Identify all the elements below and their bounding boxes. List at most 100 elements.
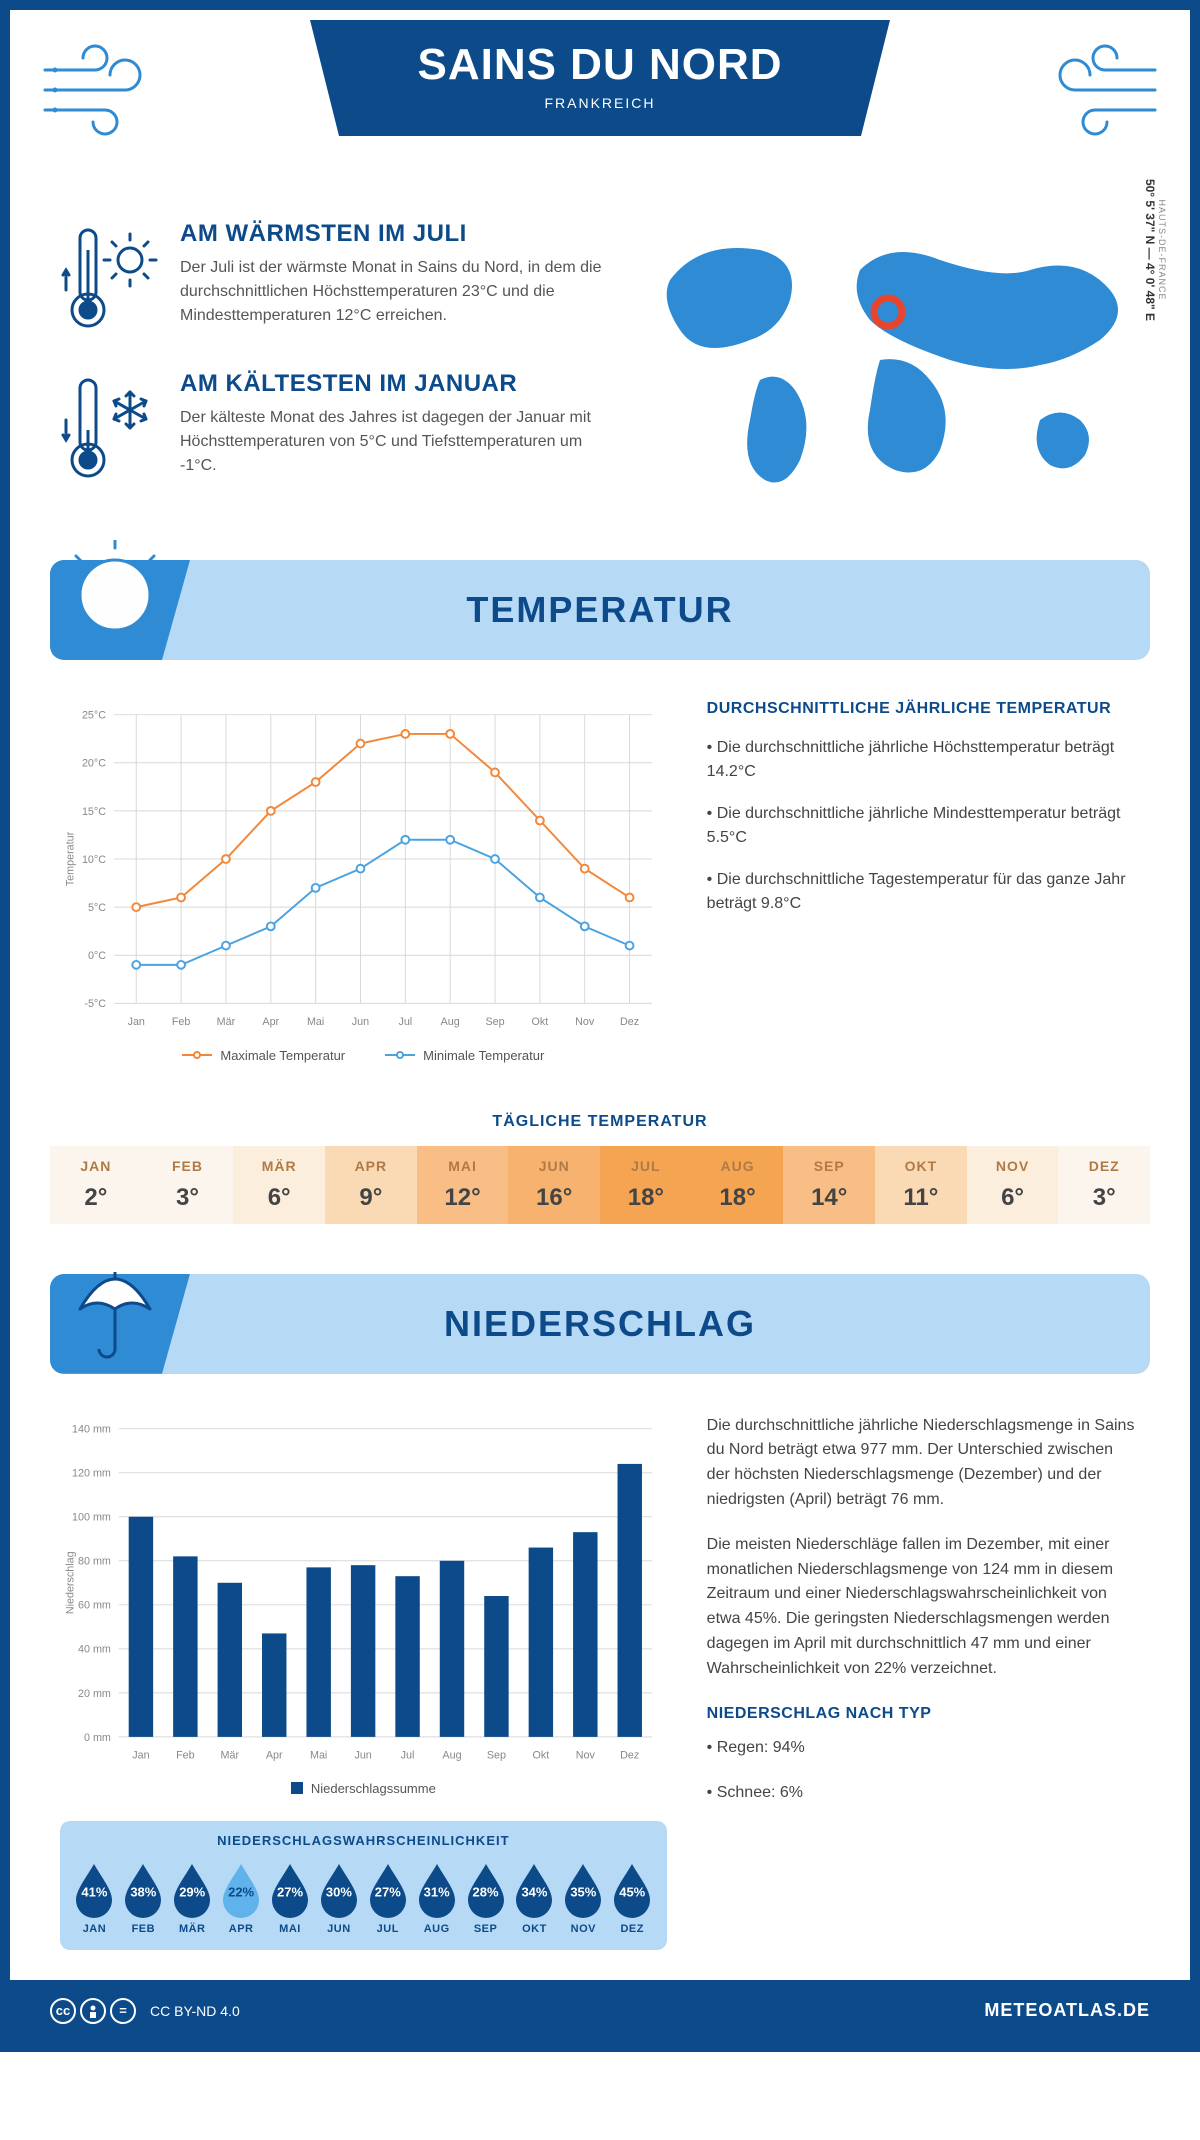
wind-icon-right bbox=[1020, 40, 1160, 140]
svg-text:40 mm: 40 mm bbox=[78, 1643, 111, 1655]
warmest-fact: AM WÄRMSTEN IM JULI Der Juli ist der wär… bbox=[60, 220, 610, 340]
svg-text:Feb: Feb bbox=[176, 1749, 195, 1761]
svg-text:Sep: Sep bbox=[485, 1016, 504, 1028]
coldest-title: AM KÄLTESTEN IM JANUAR bbox=[180, 370, 610, 398]
daily-cell: APR9° bbox=[325, 1146, 417, 1224]
daily-temp-title: TÄGLICHE TEMPERATUR bbox=[10, 1113, 1190, 1131]
sun-icon bbox=[60, 540, 170, 650]
daily-cell: NOV6° bbox=[967, 1146, 1059, 1224]
summary-point-1: • Die durchschnittliche jährliche Mindes… bbox=[707, 802, 1140, 850]
svg-text:Jan: Jan bbox=[128, 1016, 145, 1028]
coordinates: HAUTS-DE-FRANCE 50° 5' 37" N — 4° 0' 48"… bbox=[1143, 130, 1167, 370]
svg-text:120 mm: 120 mm bbox=[72, 1467, 111, 1479]
daily-cell: JUN16° bbox=[508, 1146, 600, 1224]
svg-text:10°C: 10°C bbox=[82, 854, 106, 866]
probability-drop: 22%APR bbox=[217, 1860, 266, 1935]
precipitation-text: Die durchschnittliche jährliche Niedersc… bbox=[707, 1414, 1140, 1950]
precipitation-body: 0 mm20 mm40 mm60 mm80 mm100 mm120 mm140 … bbox=[10, 1374, 1190, 1980]
svg-text:Dez: Dez bbox=[620, 1016, 639, 1028]
svg-text:Mai: Mai bbox=[307, 1016, 324, 1028]
footer: cc = CC BY-ND 4.0 METEOATLAS.DE bbox=[10, 1980, 1190, 2042]
cc-icon: cc bbox=[50, 1998, 76, 2024]
svg-text:Mär: Mär bbox=[221, 1749, 240, 1761]
coords-value: 50° 5' 37" N — 4° 0' 48" E bbox=[1143, 179, 1157, 321]
svg-text:Okt: Okt bbox=[531, 1016, 548, 1028]
summary-title: DURCHSCHNITTLICHE JÄHRLICHE TEMPERATUR bbox=[707, 700, 1140, 718]
svg-text:140 mm: 140 mm bbox=[72, 1423, 111, 1435]
precipitation-chart: 0 mm20 mm40 mm60 mm80 mm100 mm120 mm140 … bbox=[60, 1414, 667, 1766]
probability-drop: 38%FEB bbox=[119, 1860, 168, 1935]
warmest-title: AM WÄRMSTEN IM JULI bbox=[180, 220, 610, 248]
temperature-title: TEMPERATUR bbox=[466, 589, 733, 631]
svg-text:5°C: 5°C bbox=[88, 902, 106, 914]
precip-type-1: • Schnee: 6% bbox=[707, 1781, 1140, 1806]
svg-text:15°C: 15°C bbox=[82, 806, 106, 818]
svg-text:Mär: Mär bbox=[217, 1016, 236, 1028]
svg-text:60 mm: 60 mm bbox=[78, 1599, 111, 1611]
temperature-summary: DURCHSCHNITTLICHE JÄHRLICHE TEMPERATUR •… bbox=[707, 700, 1140, 1063]
region-label: HAUTS-DE-FRANCE bbox=[1157, 130, 1167, 370]
daily-cell: JUL18° bbox=[600, 1146, 692, 1224]
svg-text:Niederschlag: Niederschlag bbox=[65, 1551, 77, 1614]
infographic-container: SAINS DU NORD FRANKREICH AM WÄRMSTEN IM … bbox=[0, 0, 1200, 2052]
daily-cell: DEZ3° bbox=[1058, 1146, 1150, 1224]
svg-text:100 mm: 100 mm bbox=[72, 1511, 111, 1523]
summary-point-2: • Die durchschnittliche Tagestemperatur … bbox=[707, 868, 1140, 916]
thermometer-sun-icon bbox=[60, 220, 160, 340]
page-title: SAINS DU NORD bbox=[320, 40, 880, 90]
svg-text:Mai: Mai bbox=[310, 1749, 327, 1761]
world-map-icon bbox=[640, 220, 1140, 500]
warmest-text: Der Juli ist der wärmste Monat in Sains … bbox=[180, 256, 610, 328]
intro-section: AM WÄRMSTEN IM JULI Der Juli ist der wär… bbox=[10, 190, 1190, 560]
nd-icon: = bbox=[110, 1998, 136, 2024]
precipitation-title: NIEDERSCHLAG bbox=[444, 1303, 756, 1345]
svg-text:Aug: Aug bbox=[442, 1749, 461, 1761]
daily-temp-row: JAN2°FEB3°MÄR6°APR9°MAI12°JUN16°JUL18°AU… bbox=[50, 1146, 1150, 1224]
daily-cell: MÄR6° bbox=[233, 1146, 325, 1224]
svg-text:-5°C: -5°C bbox=[84, 998, 106, 1010]
daily-cell: AUG18° bbox=[692, 1146, 784, 1224]
license-text: CC BY-ND 4.0 bbox=[150, 2003, 240, 2019]
svg-text:20°C: 20°C bbox=[82, 758, 106, 770]
by-icon bbox=[80, 1998, 106, 2024]
header: SAINS DU NORD FRANKREICH bbox=[10, 10, 1190, 190]
temperature-body: -5°C0°C5°C10°C15°C20°C25°CJanFebMärAprMa… bbox=[10, 660, 1190, 1083]
svg-text:Sep: Sep bbox=[487, 1749, 506, 1761]
probability-drop: 27%JUL bbox=[363, 1860, 412, 1935]
daily-cell: JAN2° bbox=[50, 1146, 142, 1224]
title-banner: SAINS DU NORD FRANKREICH bbox=[310, 20, 890, 136]
coldest-text: Der kälteste Monat des Jahres ist dagege… bbox=[180, 406, 610, 478]
legend-min: Minimale Temperatur bbox=[385, 1048, 544, 1063]
wind-icon-left bbox=[40, 40, 180, 140]
daily-cell: MAI12° bbox=[417, 1146, 509, 1224]
daily-cell: OKT11° bbox=[875, 1146, 967, 1224]
probability-drop: 41%JAN bbox=[70, 1860, 119, 1935]
legend-max: Maximale Temperatur bbox=[182, 1048, 345, 1063]
footer-license: cc = CC BY-ND 4.0 bbox=[50, 1998, 240, 2024]
svg-text:Nov: Nov bbox=[575, 1016, 595, 1028]
coldest-fact: AM KÄLTESTEN IM JANUAR Der kälteste Mona… bbox=[60, 370, 610, 490]
cc-icons: cc = bbox=[50, 1998, 136, 2024]
probability-drop: 27%MAI bbox=[266, 1860, 315, 1935]
probability-title: NIEDERSCHLAGSWAHRSCHEINLICHKEIT bbox=[70, 1833, 657, 1848]
probability-drop: 35%NOV bbox=[559, 1860, 608, 1935]
svg-text:Jul: Jul bbox=[401, 1749, 415, 1761]
precipitation-legend: Niederschlagssumme bbox=[60, 1781, 667, 1796]
probability-drop: 30%JUN bbox=[314, 1860, 363, 1935]
temperature-legend: Maximale Temperatur Minimale Temperatur bbox=[60, 1048, 667, 1063]
precip-type-0: • Regen: 94% bbox=[707, 1736, 1140, 1761]
page-subtitle: FRANKREICH bbox=[320, 95, 880, 111]
svg-text:Apr: Apr bbox=[262, 1016, 279, 1028]
svg-text:0 mm: 0 mm bbox=[84, 1731, 111, 1743]
svg-text:80 mm: 80 mm bbox=[78, 1555, 111, 1567]
temperature-chart: -5°C0°C5°C10°C15°C20°C25°CJanFebMärAprMa… bbox=[60, 700, 667, 1063]
precipitation-left: 0 mm20 mm40 mm60 mm80 mm100 mm120 mm140 … bbox=[60, 1414, 667, 1950]
daily-cell: FEB3° bbox=[142, 1146, 234, 1224]
svg-text:Apr: Apr bbox=[266, 1749, 283, 1761]
probability-drop: 34%OKT bbox=[510, 1860, 559, 1935]
svg-text:Feb: Feb bbox=[172, 1016, 191, 1028]
precip-p1: Die durchschnittliche jährliche Niedersc… bbox=[707, 1414, 1140, 1513]
svg-text:Nov: Nov bbox=[576, 1749, 596, 1761]
map-column: HAUTS-DE-FRANCE 50° 5' 37" N — 4° 0' 48"… bbox=[640, 220, 1140, 520]
probability-drop: 45%DEZ bbox=[608, 1860, 657, 1935]
